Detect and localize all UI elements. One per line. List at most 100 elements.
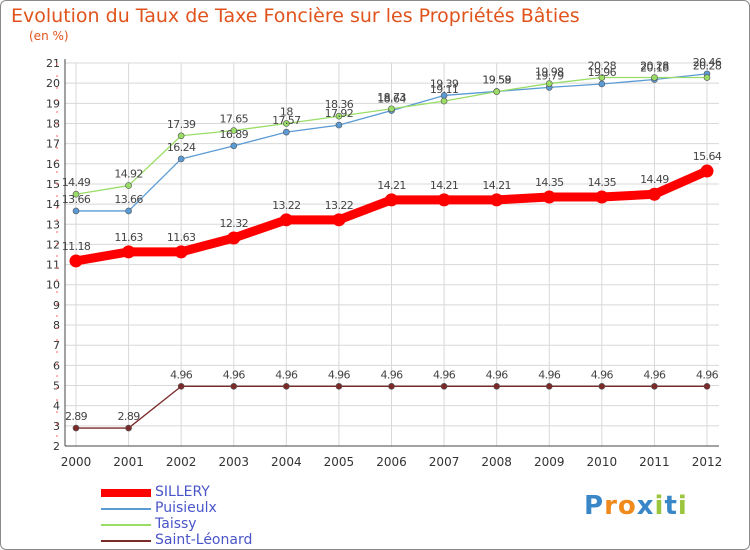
data-point-sillery	[174, 245, 188, 259]
x-tick-label: 2001	[113, 455, 144, 469]
data-label-saint-leonard: 2.89	[118, 410, 141, 423]
data-label-taissy: 20.28	[640, 60, 669, 73]
data-point-taissy	[493, 88, 500, 95]
data-label-sillery: 14.21	[482, 179, 511, 192]
x-tick-label: 2012	[692, 455, 723, 469]
data-label-sillery: 15.64	[693, 150, 722, 163]
y-tick-label: 4	[53, 400, 60, 413]
data-point-sillery	[279, 213, 293, 227]
legend-swatch-puisieulx	[101, 508, 151, 510]
data-label-sillery: 14.21	[430, 179, 459, 192]
data-label-puisieulx: 20.18	[640, 62, 669, 75]
legend-label-puisieulx: Puisieulx	[155, 500, 217, 516]
axes: 2 3 4 5 6 7 8 9 10 11 12 13 14 15 16 17 18 19 20 21 2000 2001…	[46, 57, 722, 469]
data-point-sillery	[227, 231, 241, 245]
data-point-saint-leonard	[72, 424, 80, 432]
unit-label: (en %)	[29, 29, 69, 43]
data-label-sillery: 11.63	[114, 231, 143, 244]
logo-letter: t	[664, 491, 678, 521]
y-tick-label: 19	[46, 97, 60, 110]
data-point-saint-leonard	[545, 383, 553, 390]
data-label-taissy: 14.92	[114, 168, 143, 181]
y-tick-label: 5	[53, 380, 60, 393]
data-point-taissy	[283, 120, 290, 127]
data-label-saint-leonard: 4.96	[328, 368, 351, 381]
legend-swatch-taissy	[101, 524, 151, 526]
data-label-puisieulx: 16.24	[167, 141, 196, 154]
data-point-sillery	[332, 213, 346, 227]
data-point-sillery	[122, 245, 136, 259]
proxiti-logo: Proxiti	[584, 491, 688, 521]
data-label-puisieulx: 13.66	[62, 193, 91, 206]
legend-label-saint-leonard: Saint-Léonard	[155, 532, 253, 548]
data-label-taissy: 19.98	[535, 66, 564, 79]
data-point-puisieulx	[177, 155, 185, 163]
data-label-puisieulx: 18.64	[377, 93, 406, 106]
data-label-sillery: 14.21	[377, 179, 406, 192]
data-point-sillery	[700, 164, 714, 178]
x-tick-label: 2002	[166, 455, 197, 469]
data-point-saint-leonard	[440, 383, 448, 390]
data-label-taissy: 18	[280, 105, 293, 118]
chart-title: Evolution du Taux de Taxe Foncière sur l…	[11, 5, 580, 27]
data-point-saint-leonard	[125, 424, 132, 432]
y-tick-label: 8	[53, 319, 60, 332]
y-tick-label: 17	[46, 138, 60, 151]
data-label-saint-leonard: 4.96	[643, 368, 666, 381]
data-label-taissy: 20.28	[588, 60, 617, 73]
x-tick-label: 2011	[639, 455, 670, 469]
data-label-taissy: 18.73	[377, 91, 406, 104]
data-label-saint-leonard: 4.96	[538, 368, 561, 381]
data-point-sillery	[69, 254, 83, 268]
logo-letter: x	[636, 491, 655, 521]
data-label-puisieulx: 13.66	[114, 193, 143, 206]
data-label-sillery: 13.22	[325, 199, 354, 212]
logo-letter: i	[654, 491, 665, 521]
data-point-taissy	[440, 97, 448, 105]
x-tick-label: 2005	[324, 455, 355, 469]
data-point-taissy	[125, 182, 132, 189]
data-point-puisieulx	[598, 80, 606, 88]
series	[69, 70, 714, 432]
data-label-saint-leonard: 4.96	[170, 368, 193, 381]
legend-label-taissy: Taissy	[155, 516, 197, 532]
data-point-taissy	[335, 112, 343, 120]
legend-swatch-saint-leonard	[101, 540, 151, 542]
x-tick-label: 2009	[534, 455, 565, 469]
y-tick-label: 14	[46, 198, 60, 211]
y-tick-label: 6	[53, 359, 60, 372]
y-tick-label: 7	[53, 339, 60, 352]
y-tick-label: 21	[46, 57, 60, 70]
data-point-saint-leonard	[493, 383, 500, 390]
data-label-sillery: 12.32	[220, 217, 249, 230]
data-label-saint-leonard: 4.96	[275, 368, 298, 381]
data-label-taissy: 20.28	[693, 60, 722, 73]
data-point-taissy	[177, 132, 185, 140]
data-label-puisieulx: 16.89	[220, 128, 249, 141]
data-label-puisieulx: 19.96	[588, 66, 617, 79]
data-point-puisieulx	[335, 121, 343, 129]
x-tick-label: 2008	[481, 455, 512, 469]
data-label-sillery: 13.22	[272, 199, 301, 212]
data-point-taissy	[703, 74, 711, 81]
data-point-taissy	[651, 74, 658, 81]
data-point-sillery	[385, 193, 398, 207]
data-label-puisieulx: 19.79	[535, 69, 564, 82]
data-label-saint-leonard: 4.96	[696, 368, 719, 381]
x-tick-label: 2007	[429, 455, 460, 469]
data-label-taissy: 17.39	[167, 118, 196, 131]
data-point-taissy	[598, 74, 606, 81]
data-point-puisieulx	[283, 128, 290, 136]
data-label-saint-leonard: 2.89	[65, 410, 88, 423]
data-point-sillery	[647, 187, 661, 201]
data-point-sillery	[542, 190, 556, 204]
y-tick-label: 3	[53, 420, 60, 433]
data-point-saint-leonard	[388, 383, 395, 390]
data-point-saint-leonard	[283, 383, 290, 390]
data-point-taissy	[230, 127, 238, 134]
y-tick-label: 2	[53, 440, 60, 453]
data-label-sillery: 14.49	[640, 173, 669, 186]
y-tick-label: 20	[46, 77, 60, 90]
